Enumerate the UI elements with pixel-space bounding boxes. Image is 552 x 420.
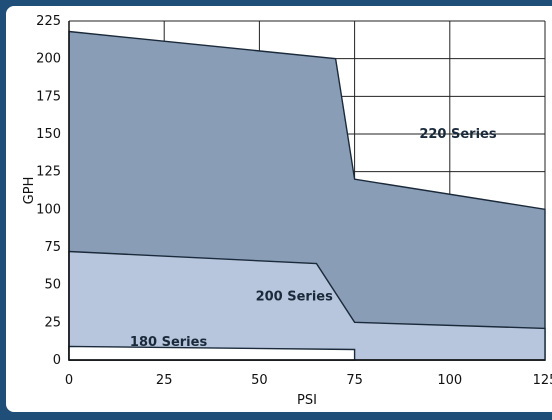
y-tick-label: 100 <box>36 202 61 217</box>
y-tick-label: 75 <box>44 240 61 255</box>
axes <box>68 21 545 361</box>
y-tick-label: 50 <box>44 278 61 293</box>
y-axis-title: GPH <box>22 177 37 205</box>
series-label-200: 200 Series <box>256 290 334 305</box>
y-tick-label: 125 <box>36 165 61 180</box>
y-tick-label: 0 <box>53 353 61 368</box>
series-label-220: 220 Series <box>419 127 497 142</box>
series-labels: 220 Series 200 Series 180 Series <box>130 127 497 350</box>
x-axis-title: PSI <box>297 393 317 408</box>
y-tick-label: 25 <box>44 315 61 330</box>
y-tick-label: 150 <box>36 127 61 142</box>
x-tick-label: 25 <box>156 373 173 388</box>
series-label-180: 180 Series <box>130 335 208 350</box>
y-tick-label: 200 <box>36 52 61 67</box>
series-areas <box>68 30 546 361</box>
area-180-series <box>68 345 356 361</box>
x-tick-label: 125 <box>533 373 552 388</box>
x-tick-label: 75 <box>346 373 363 388</box>
y-tick-label: 225 <box>36 14 61 29</box>
x-tick-label: 100 <box>437 373 462 388</box>
x-tick-label: 0 <box>65 373 73 388</box>
tick-labels: 0 25 50 75 100 125 150 175 200 225 0 25 50 75 100 125 <box>36 14 552 388</box>
y-tick-label: 175 <box>36 89 61 104</box>
x-tick-label: 50 <box>251 373 268 388</box>
